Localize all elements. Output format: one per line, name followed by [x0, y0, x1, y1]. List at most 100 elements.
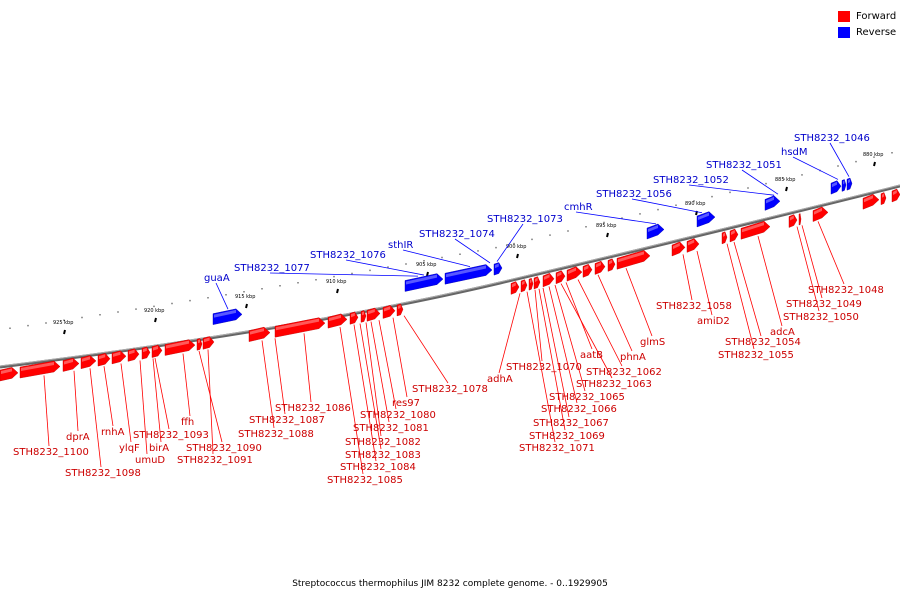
forward-gene-arrow [582, 263, 593, 278]
legend-reverse-label: Reverse [856, 26, 897, 38]
forward-gene-label: rnhA [101, 427, 125, 438]
forward-gene-label: STH8232_1071 [519, 443, 595, 454]
forward-gene-label: STH8232_1086 [275, 403, 351, 414]
reverse-gene-arrow [404, 273, 444, 292]
forward-leader-line [274, 338, 286, 415]
forward-leader-line [378, 320, 397, 410]
forward-gene-label: birA [149, 443, 169, 454]
reverse-gene-arrow-shine [214, 309, 236, 318]
reverse-leader-line [688, 184, 775, 196]
gene-labels: STH8232_1100 dprA STH8232_1098 rnhA ylqFumuD… [13, 133, 884, 486]
major-tick [606, 232, 609, 238]
forward-gene-arrow-shine [742, 222, 764, 233]
forward-gene-label: STH8232_1067 [533, 418, 609, 429]
reverse-gene-arrow [212, 308, 243, 325]
forward-leader-line [353, 324, 377, 462]
forward-leader-line [542, 287, 570, 418]
forward-gene-label: STH8232_1093 [133, 430, 209, 441]
forward-gene-label: STH8232_1065 [549, 392, 625, 403]
forward-gene-arrow-shine [557, 271, 562, 277]
forward-gene-arrow [274, 317, 326, 338]
forward-gene-label: STH8232_1062 [586, 367, 662, 378]
forward-gene-arrow [607, 258, 616, 272]
scale-ticks: 925 kbp 920 kbp 915 kbp 910 kbp 905 kbp 900 k… [9, 151, 893, 335]
reverse-leader-line [345, 259, 425, 276]
forward-gene-arrow [327, 313, 348, 329]
major-tick [63, 329, 66, 335]
forward-leader-line [733, 241, 762, 337]
forward-leader-line [365, 322, 382, 437]
forward-gene-arrow-shine [790, 215, 794, 221]
forward-gene-label: STH8232_1070 [506, 362, 582, 373]
forward-gene-arrow-shine [166, 340, 189, 349]
forward-gene-label: STH8232_1085 [327, 475, 403, 486]
forward-gene-arrow-shine [723, 232, 725, 237]
forward-leader-line [682, 254, 693, 301]
forward-leader-line [89, 368, 102, 468]
forward-gene-arrow-shine [544, 274, 550, 280]
forward-gene-arrow-shine [584, 265, 589, 271]
forward-gene-arrow-shine [568, 267, 576, 275]
forward-leader-line [796, 226, 820, 312]
figure-caption: Streptococcus thermophilus JIM 8232 comp… [292, 579, 608, 589]
forward-leader-line [43, 375, 50, 447]
forward-swatch [838, 10, 850, 22]
reverse-gene-label: hsdM [781, 147, 808, 158]
reverse-gene-label: STH8232_1073 [487, 214, 563, 225]
reverse-gene-label: STH8232_1077 [234, 263, 310, 274]
forward-gene-arrow [740, 220, 771, 240]
forward-gene-arrow [349, 311, 359, 325]
reverse-gene-arrow [696, 211, 716, 228]
forward-gene-arrow-shine [384, 306, 391, 312]
forward-gene-arrow [533, 276, 541, 290]
major-tick [154, 317, 157, 323]
scale-label: 905 kbp [416, 262, 436, 268]
forward-gene-arrow-shine [618, 251, 644, 263]
forward-gene-label: aatB [580, 350, 603, 361]
forward-gene-label: STH8232_1090 [186, 443, 262, 454]
forward-leader-line [554, 284, 586, 392]
scale-label: 900 kbp [506, 244, 526, 250]
forward-leader-line [817, 221, 845, 285]
forward-gene-arrow [566, 266, 583, 282]
forward-gene-arrow [880, 192, 887, 206]
forward-gene-arrow [812, 206, 829, 222]
forward-gene-label: res97 [392, 398, 420, 409]
forward-gene-arrow-shine [530, 279, 532, 284]
scale-label: 915 kbp [235, 294, 255, 300]
forward-gene-arrow [528, 277, 534, 291]
forward-gene-arrow [360, 310, 367, 323]
forward-gene-label: STH8232_1050 [783, 312, 859, 323]
major-tick [426, 271, 429, 277]
label-leader-lines [43, 142, 850, 475]
forward-gene-arrow-shine [276, 318, 319, 331]
forward-leader-line [801, 225, 823, 299]
reverse-gene-arrow-shine [848, 178, 850, 184]
forward-gene-arrow-shine [596, 262, 601, 268]
forward-gene-arrow [891, 188, 900, 203]
forward-gene-arrow-shine [673, 242, 680, 250]
forward-gene-label: STH8232_1084 [340, 462, 416, 473]
forward-leader-line [103, 366, 114, 427]
forward-gene-arrow [555, 270, 566, 285]
scale-label: 920 kbp [144, 308, 164, 314]
legend: Forward Reverse [838, 8, 896, 40]
forward-gene-arrow [366, 307, 381, 322]
forward-leader-line [696, 250, 713, 316]
forward-gene-arrow [62, 357, 80, 372]
forward-leader-line [73, 370, 79, 432]
forward-genes [0, 188, 900, 382]
reverse-gene-arrow-shine [832, 181, 837, 188]
forward-leader-line [565, 282, 593, 350]
forward-leader-line [359, 323, 382, 450]
forward-leader-line [139, 360, 148, 455]
reverse-gene-label: guaA [204, 273, 230, 284]
forward-leader-line [757, 236, 783, 327]
reverse-gene-arrow [846, 177, 853, 191]
forward-gene-arrow-shine [198, 339, 200, 344]
forward-leader-line [625, 267, 653, 337]
reverse-gene-arrow [830, 180, 842, 195]
forward-gene-arrow-shine [362, 311, 364, 316]
forward-gene-label: STH8232_1069 [529, 431, 605, 442]
forward-gene-arrow [248, 326, 271, 342]
